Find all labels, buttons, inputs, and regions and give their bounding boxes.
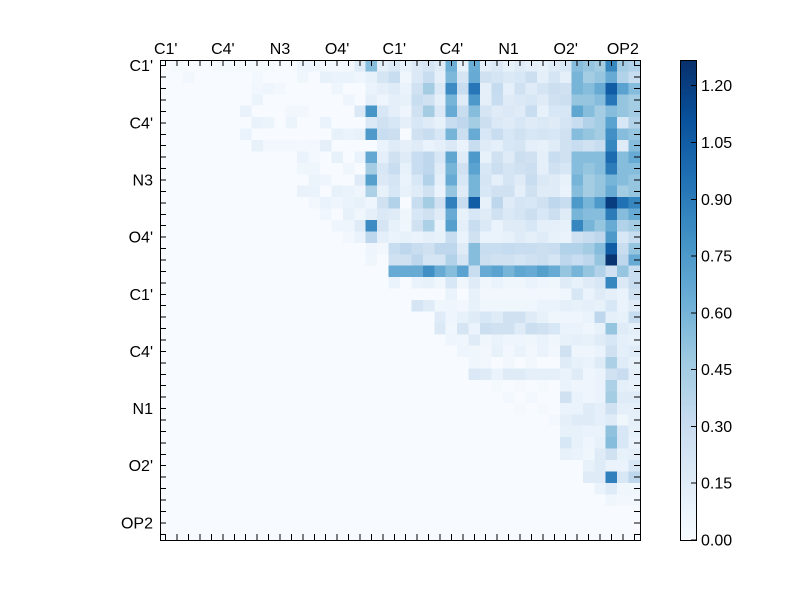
- svg-text:O2': O2': [554, 41, 578, 58]
- svg-text:1.20: 1.20: [701, 78, 732, 95]
- svg-text:C4': C4': [129, 344, 153, 361]
- svg-text:OP2: OP2: [121, 515, 153, 532]
- svg-text:OP2: OP2: [607, 41, 639, 58]
- svg-text:0.60: 0.60: [701, 305, 732, 322]
- svg-text:O4': O4': [325, 41, 349, 58]
- svg-text:0.00: 0.00: [701, 533, 732, 550]
- svg-text:N1: N1: [498, 41, 519, 58]
- svg-text:N3: N3: [270, 41, 291, 58]
- svg-text:C1': C1': [129, 58, 153, 75]
- svg-text:C4': C4': [129, 115, 153, 132]
- svg-text:0.75: 0.75: [701, 249, 732, 266]
- svg-text:0.45: 0.45: [701, 362, 732, 379]
- svg-text:C4': C4': [211, 41, 235, 58]
- svg-text:1.05: 1.05: [701, 135, 732, 152]
- svg-text:C1': C1': [154, 41, 178, 58]
- svg-text:O4': O4': [129, 230, 153, 247]
- svg-text:0.90: 0.90: [701, 192, 732, 209]
- svg-text:0.15: 0.15: [701, 476, 732, 493]
- svg-text:C1': C1': [129, 287, 153, 304]
- svg-text:O2': O2': [129, 458, 153, 475]
- svg-text:C4': C4': [440, 41, 464, 58]
- svg-text:C1': C1': [383, 41, 407, 58]
- svg-text:N3: N3: [133, 173, 154, 190]
- svg-text:0.30: 0.30: [701, 419, 732, 436]
- svg-text:N1: N1: [133, 401, 154, 418]
